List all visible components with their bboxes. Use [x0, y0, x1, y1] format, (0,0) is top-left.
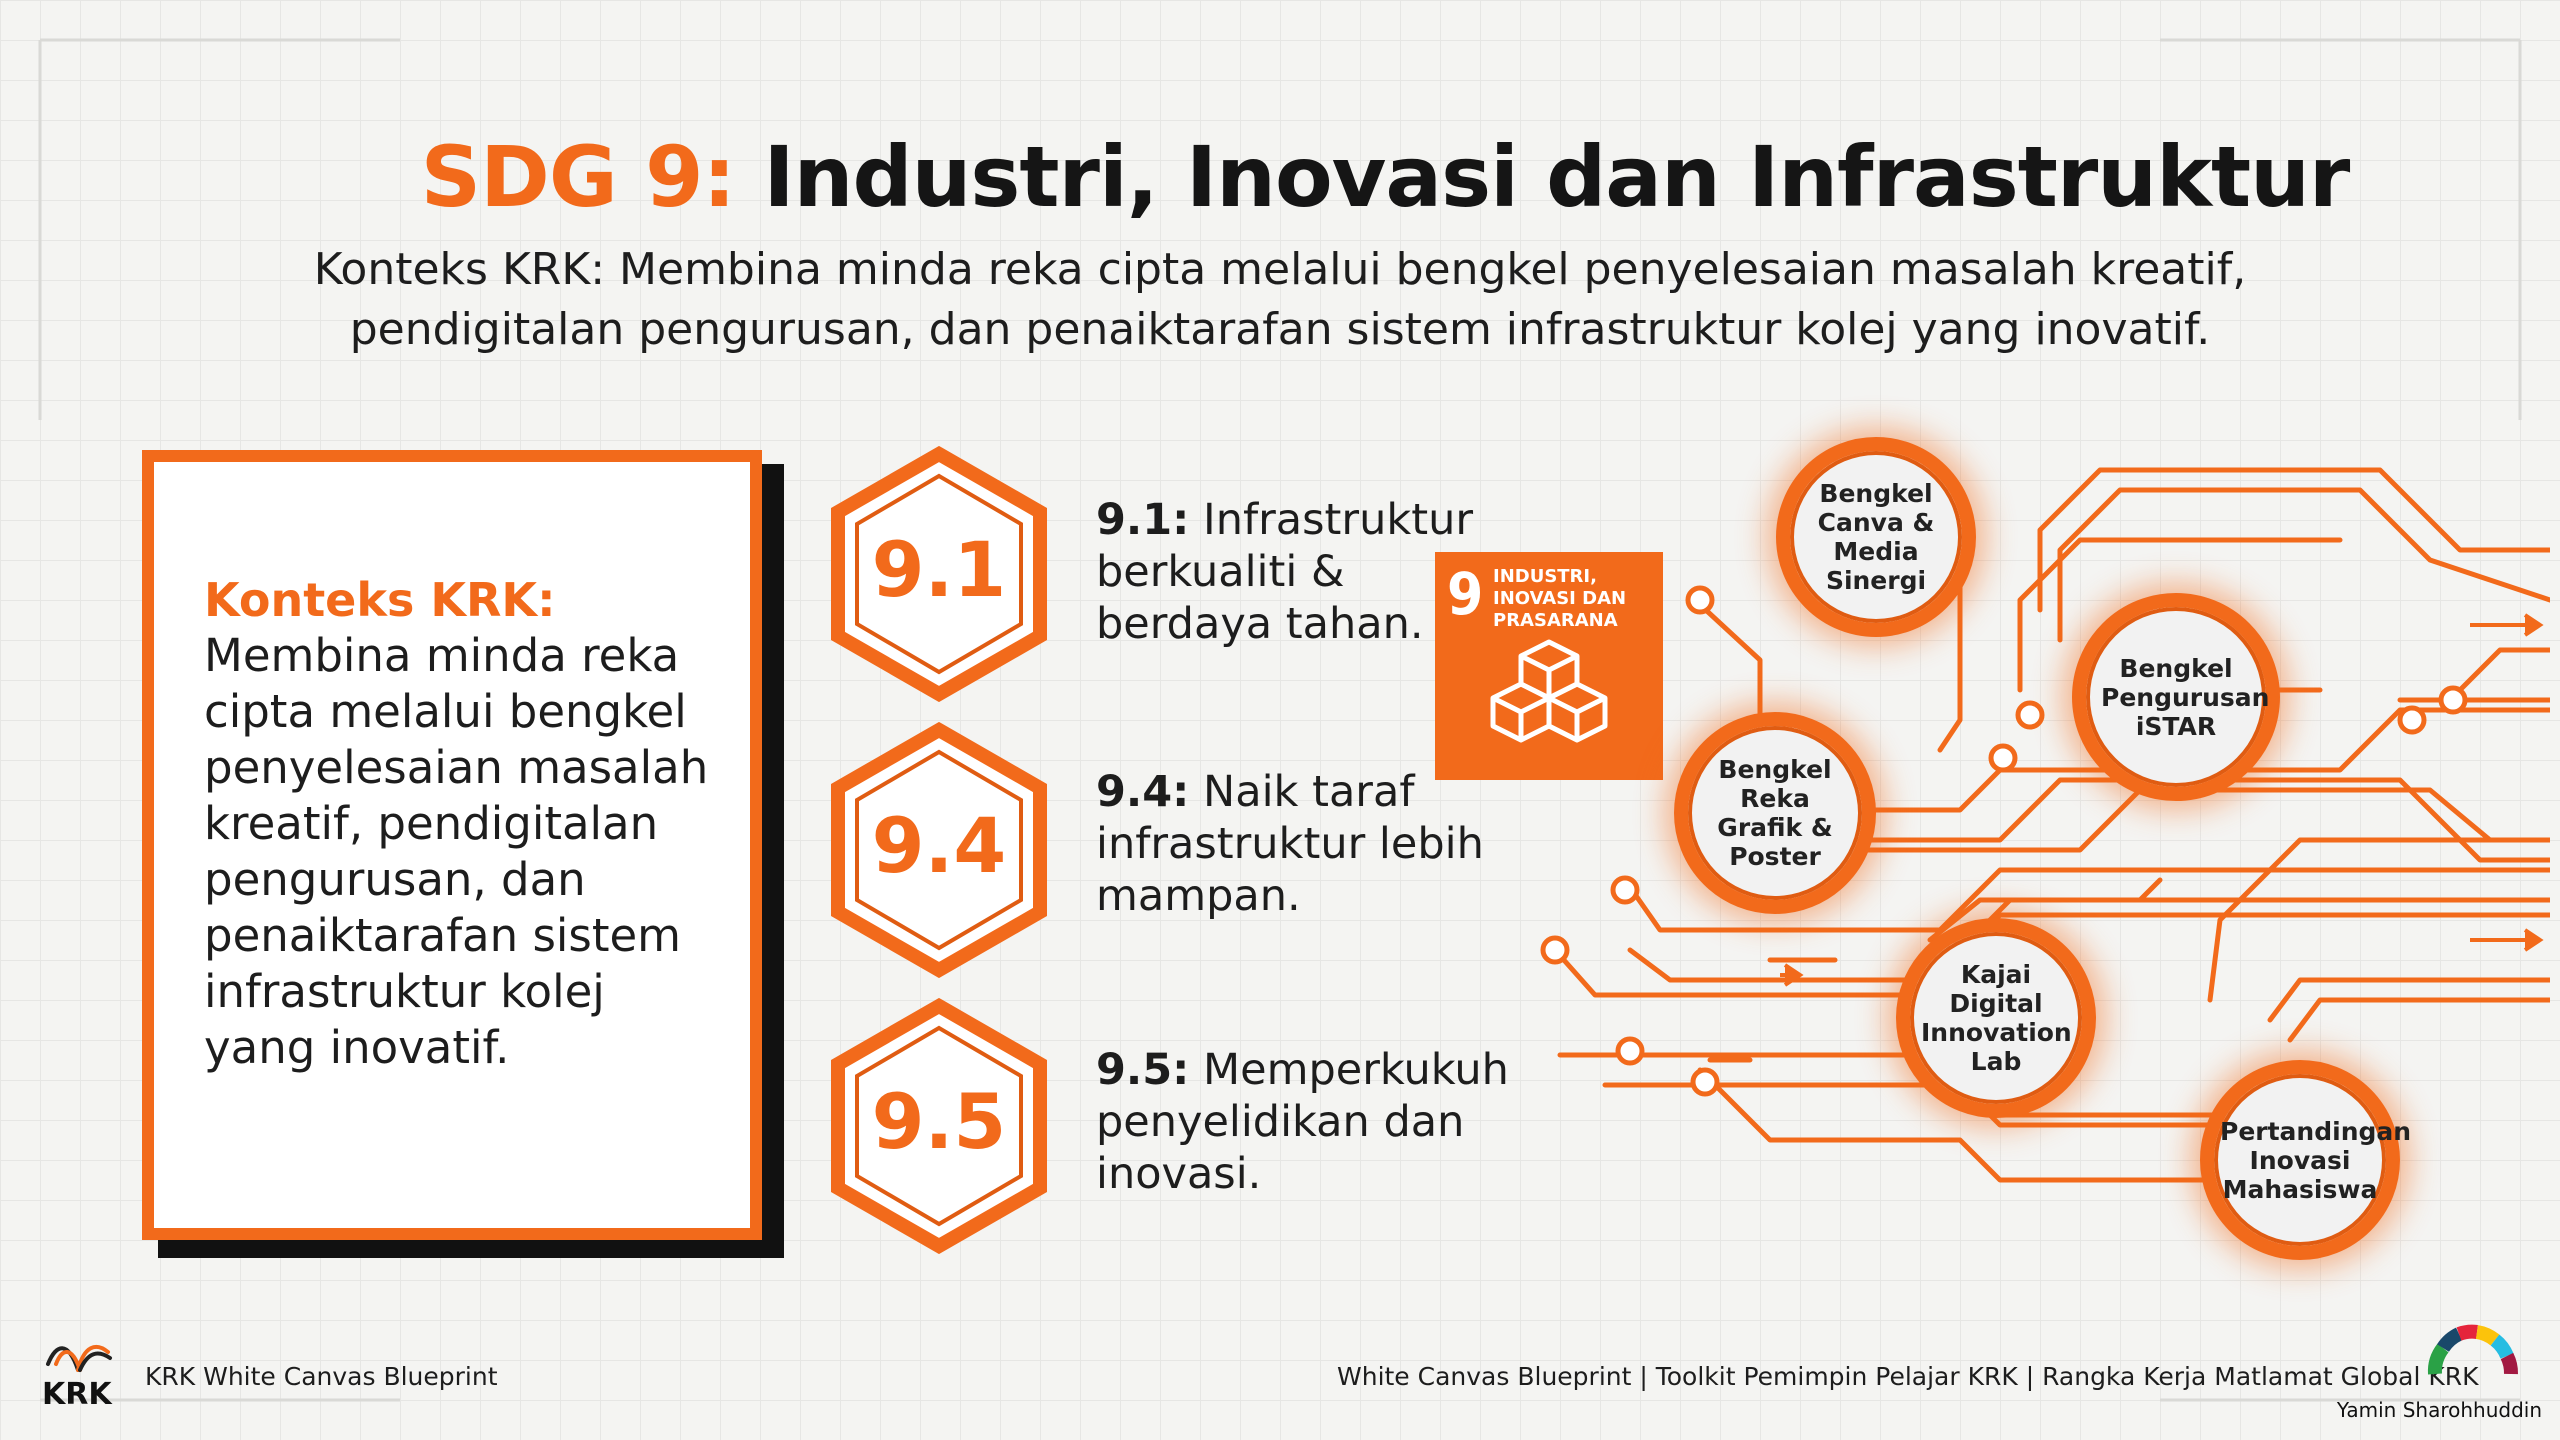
node-pertandingan-inovasi: Pertandingan Inovasi Mahasiswa [2200, 1060, 2412, 1260]
subtitle: Konteks KRK: Membina minda reka cipta me… [200, 240, 2360, 360]
target-hexagon-9-4: 9.4 [831, 722, 1047, 978]
target-label: 9.5: [1096, 1045, 1190, 1095]
context-card: Konteks KRK: Membina minda reka cipta me… [142, 450, 762, 1240]
title-prefix: SDG 9: [420, 128, 736, 226]
target-text-9-4: 9.4: Naik taraf infrastruktur lebih mamp… [1096, 766, 1516, 922]
target-label: 9.1: [1096, 495, 1190, 545]
krk-logo: KRK [38, 1330, 118, 1414]
title-main: Industri, Inovasi dan Infrastruktur [763, 128, 2350, 226]
target-text-9-5: 9.5: Memperkukuh penyelidikan dan inovas… [1096, 1044, 1516, 1200]
target-description: Naik taraf infrastruktur lebih mampan. [1096, 767, 1484, 921]
node-label: Bengkel Canva & Media Sinergi [1817, 479, 1935, 595]
subtitle-line-2: pendigitalan pengurusan, dan penaiktaraf… [349, 304, 2211, 355]
node-bengkel-reka-grafik: Bengkel Reka Grafik & Poster [1674, 712, 1876, 914]
page-title: SDG 9: Industri, Inovasi dan Infrastrukt… [0, 128, 2560, 226]
footer-right-text: White Canvas Blueprint | Toolkit Pemimpi… [1337, 1362, 2479, 1391]
node-kajai-lab: Kajai Digital Innovation Lab [1896, 918, 2096, 1118]
target-text-9-1: 9.1: Infrastruktur berkualiti & berdaya … [1096, 494, 1516, 650]
node-label: Pertandingan Inovasi Mahasiswa [2220, 1116, 2412, 1204]
svg-text:KRK: KRK [42, 1377, 113, 1410]
target-hexagon-9-5: 9.5 [831, 998, 1047, 1254]
target-code-9-4: 9.4 [872, 801, 1007, 890]
target-description: Infrastruktur berkualiti & berdaya tahan… [1096, 495, 1474, 649]
author-credit: Yamin Sharohhuddin [2336, 1398, 2542, 1422]
target-code-9-1: 9.1 [872, 525, 1007, 614]
krk-logo-icon: KRK [42, 1344, 113, 1412]
node-bengkel-canva: Bengkel Canva & Media Sinergi [1776, 437, 1976, 637]
sdg-badge-label: INDUSTRI, INOVASI DAN PRASARANA [1493, 566, 1627, 631]
subtitle-line-1: Konteks KRK: Membina minda reka cipta me… [313, 244, 2247, 295]
stacked-cubes-icon [1490, 639, 1608, 743]
context-heading: Konteks KRK: [204, 573, 556, 627]
target-hexagon-9-1: 9.1 [831, 446, 1047, 702]
node-label: Bengkel Reka Grafik & Poster [1717, 755, 1833, 871]
context-body: Membina minda reka cipta melalui bengkel… [204, 629, 709, 1074]
node-label: Kajai Digital Innovation Lab [1921, 960, 2072, 1076]
node-label: Bengkel Pengurusan iSTAR [2101, 653, 2270, 741]
node-bengkel-istar: Bengkel Pengurusan iSTAR [2072, 593, 2280, 801]
target-description: Memperkukuh penyelidikan dan inovasi. [1096, 1045, 1509, 1199]
sdg-9-badge: 9 INDUSTRI, INOVASI DAN PRASARANA [1435, 552, 1663, 780]
footer-left-text: KRK White Canvas Blueprint [145, 1362, 498, 1391]
target-code-9-5: 9.5 [872, 1077, 1007, 1166]
sdg-wheel-icon [2427, 1324, 2518, 1375]
sdg-badge-number: 9 [1447, 560, 1484, 628]
target-label: 9.4: [1096, 767, 1190, 817]
